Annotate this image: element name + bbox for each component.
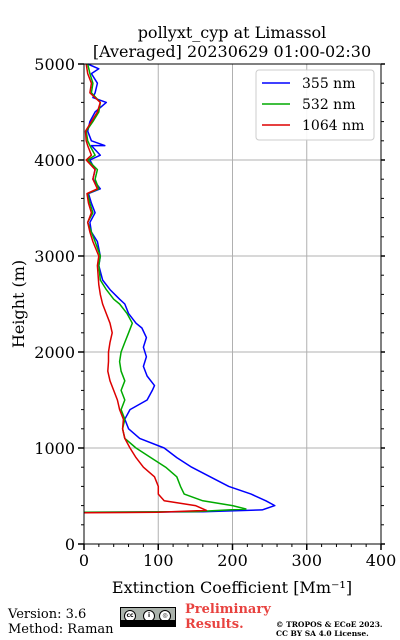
series-group: [83, 63, 276, 514]
series-line-1064-nm: [83, 63, 208, 514]
series-line-532-nm: [83, 63, 247, 514]
y-tick-label: 5000: [34, 55, 75, 74]
legend-label: 355 nm: [302, 76, 355, 92]
copyright-line-2: CC BY SA 4.0 License.: [276, 629, 369, 638]
y-tick-label: 4000: [34, 151, 75, 170]
y-tick-label: 1000: [34, 439, 75, 458]
legend-box: [255, 69, 375, 141]
y-tick-label: 2000: [34, 343, 75, 362]
x-axis-label: Extinction Coefficient [Mm⁻¹]: [112, 578, 352, 597]
chart-title: pollyxt_cyp at Limassol: [138, 23, 327, 42]
legend: 355 nm 532 nm 1064 nm: [255, 69, 375, 141]
series-line-355-nm: [83, 63, 276, 514]
cc-by-sa-badge-icon: cc i ◎: [120, 607, 176, 627]
y-tick-label: 0: [65, 535, 75, 554]
method-text: Method: Raman: [8, 622, 114, 637]
version-text: Version: 3.6: [8, 607, 87, 622]
x-tick-label: 0: [79, 551, 89, 570]
legend-label: 532 nm: [302, 97, 355, 113]
x-tick-label: 300: [291, 551, 322, 570]
x-tick-label: 400: [366, 551, 397, 570]
preliminary-line-2: Results.: [185, 617, 244, 632]
legend-label: 1064 nm: [302, 118, 364, 134]
x-tick-label: 100: [143, 551, 174, 570]
chart-subtitle: [Averaged] 20230629 01:00-02:30: [93, 42, 371, 61]
preliminary-line-1: Preliminary: [185, 602, 271, 617]
copyright-line-1: © TROPOS & ECoE 2023.: [276, 620, 383, 629]
y-tick-label: 3000: [34, 247, 75, 266]
grid: [84, 64, 381, 544]
x-tick-label: 200: [217, 551, 248, 570]
y-axis-label: Height (m): [9, 260, 28, 348]
